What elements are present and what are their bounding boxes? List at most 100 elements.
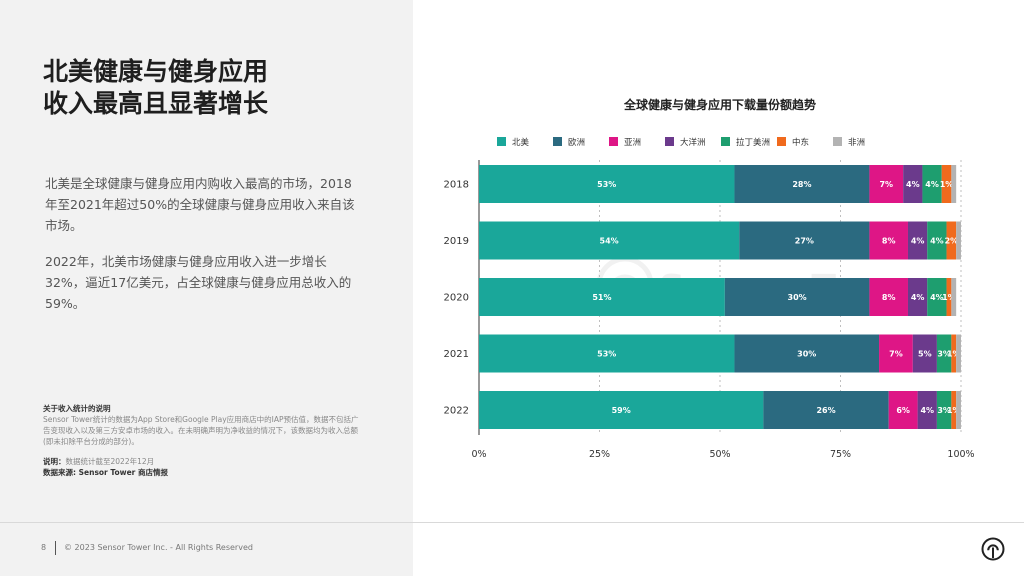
bar-segment [951, 334, 957, 373]
data-label: 1% [947, 350, 961, 359]
bar-segment [734, 165, 870, 203]
page-title: 北美健康与健身应用 收入最高且显著增长 [43, 56, 383, 120]
legend-swatch [665, 137, 674, 146]
data-label: 26% [816, 406, 835, 415]
legend-label: 拉丁美洲 [736, 137, 770, 148]
bar-segment [479, 334, 735, 373]
legend-label: 大洋洲 [680, 137, 706, 148]
notes-heading: 关于收入统计的说明 [43, 404, 111, 413]
bar-segment [907, 278, 928, 316]
data-label: 1% [942, 293, 956, 302]
bar-segment [912, 334, 937, 373]
data-label: 4% [920, 406, 934, 415]
data-label: 1% [940, 180, 954, 189]
legend-swatch [609, 137, 618, 146]
sensor-tower-logo-icon [981, 537, 1005, 561]
bar-segment [724, 278, 870, 316]
data-label: 27% [795, 237, 814, 246]
y-axis-labels: 2018 2019 2020 2021 2022 [444, 180, 469, 417]
bar-segment [879, 334, 913, 373]
page-title-line-1: 北美健康与健身应用 [43, 57, 269, 86]
data-label: 3% [937, 350, 951, 359]
data-label: 8% [882, 237, 896, 246]
y-tick-label: 2022 [444, 406, 469, 417]
bar-segment [734, 334, 880, 373]
data-label: 53% [597, 180, 616, 189]
data-label: 4% [930, 293, 944, 302]
data-label: 8% [882, 293, 896, 302]
data-label: 4% [925, 180, 939, 189]
y-tick-label: 2019 [444, 236, 469, 247]
bar-segment [922, 165, 942, 203]
notes-body: Sensor Tower统计的数据为App Store和Google Play应… [43, 415, 359, 446]
data-label: 4% [911, 293, 925, 302]
bar-segment [479, 221, 740, 260]
legend-label: 亚洲 [624, 138, 641, 148]
x-tick-label: 75% [830, 449, 851, 460]
data-label: 4% [930, 237, 944, 246]
y-tick-label: 2021 [444, 349, 469, 360]
data-label: 30% [788, 293, 807, 302]
legend-label: 北美 [512, 137, 530, 148]
bar-segment [479, 391, 764, 429]
bar-segment [946, 221, 957, 260]
bar-segment [888, 391, 918, 429]
notes-source: 数据来源: Sensor Tower 商店情报 [43, 468, 168, 477]
legend-swatch [777, 137, 786, 146]
data-label: 1% [947, 406, 961, 415]
legend-label: 中东 [792, 137, 809, 148]
legend-swatch [497, 137, 506, 146]
data-label: 54% [600, 237, 619, 246]
bar-segment [936, 334, 952, 373]
bar-segment [869, 221, 908, 260]
methodology-notes: 关于收入统计的说明 Sensor Tower统计的数据为App Store和Go… [43, 403, 363, 478]
bar-segment [869, 278, 908, 316]
notes-date-value: 数据统计截至2022年12月 [65, 457, 155, 466]
page-title-line-2: 收入最高且显著增长 [43, 89, 269, 118]
data-label: 2% [945, 237, 959, 246]
x-tick-label: 100% [947, 449, 974, 460]
x-tick-label: 0% [471, 449, 486, 460]
copyright-text: © 2023 Sensor Tower Inc. - All Rights Re… [64, 543, 253, 552]
data-label: 53% [597, 350, 616, 359]
footer-divider [0, 522, 1024, 523]
left-panel: 北美健康与健身应用 收入最高且显著增长 北美是全球健康与健身应用内购收入最高的市… [0, 0, 413, 576]
bar-segment [941, 165, 952, 203]
page-number: 8 [41, 543, 47, 552]
notes-date-label: 说明： [43, 457, 66, 466]
body-paragraph-1: 北美是全球健康与健身应用内购收入最高的市场，2018年至2021年超过50%的全… [45, 176, 355, 233]
footer-separator [55, 541, 56, 555]
bar-segment [927, 221, 947, 260]
bar-segment [956, 334, 961, 373]
chart-bars: 53% 28% 7% 4% 4% 1%54% 27% 8% 4% 4% 2%51% 30% 8% 4% 4%… [479, 165, 961, 429]
bar-segment [956, 221, 961, 260]
bar-segment [951, 391, 957, 429]
bar-segment [927, 278, 947, 316]
legend-swatch [721, 137, 730, 146]
y-tick-label: 2020 [444, 293, 469, 304]
legend-label: 欧洲 [568, 137, 585, 148]
chart-legend: 北美 欧洲 亚洲 大洋洲 拉丁美洲 中东 非洲 [497, 137, 865, 148]
data-label: 3% [937, 406, 951, 415]
legend-swatch [833, 137, 842, 146]
chart-title: 全球健康与健身应用下载量份额趋势 [623, 97, 816, 112]
data-label: 6% [896, 406, 910, 415]
bar-segment [479, 165, 735, 203]
data-label: 59% [612, 406, 631, 415]
x-tick-label: 50% [709, 449, 730, 460]
legend-swatch [553, 137, 562, 146]
data-label: 4% [906, 180, 920, 189]
data-label: 7% [889, 350, 903, 359]
bar-segment [903, 165, 923, 203]
bar-segment [956, 391, 961, 429]
x-tick-label: 25% [589, 449, 610, 460]
legend-label: 非洲 [848, 137, 865, 148]
y-tick-label: 2018 [444, 180, 469, 191]
bar-segment [936, 391, 952, 429]
data-label: 28% [792, 180, 811, 189]
data-label: 5% [918, 350, 932, 359]
x-axis-labels: 0% 25% 50% 75% 100% [471, 449, 974, 460]
bar-segment [739, 221, 870, 260]
bar-segment [917, 391, 937, 429]
bar-segment [479, 278, 725, 316]
